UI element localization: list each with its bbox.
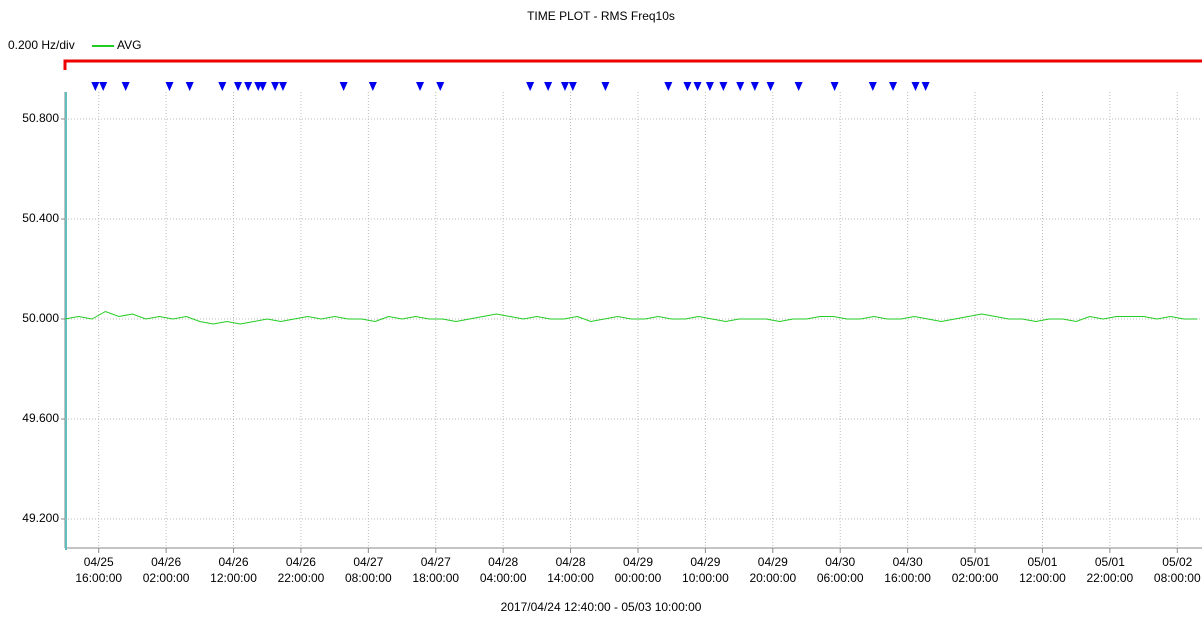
x-tick-label: 04/27 bbox=[353, 555, 383, 569]
event-marker bbox=[278, 82, 287, 91]
y-tick-label: 50.400 bbox=[22, 211, 59, 225]
event-marker bbox=[416, 82, 425, 91]
x-tick-label: 08:00:00 bbox=[345, 571, 392, 585]
event-marker bbox=[218, 82, 227, 91]
event-marker bbox=[921, 82, 930, 91]
x-tick-label: 02:00:00 bbox=[952, 571, 999, 585]
event-marker bbox=[601, 82, 610, 91]
x-tick-label: 05/01 bbox=[1027, 555, 1057, 569]
event-marker bbox=[244, 82, 253, 91]
x-tick-label: 12:00:00 bbox=[1019, 571, 1066, 585]
x-tick-label: 02:00:00 bbox=[143, 571, 190, 585]
event-marker bbox=[568, 82, 577, 91]
x-tick-label: 04/28 bbox=[556, 555, 586, 569]
event-marker bbox=[830, 82, 839, 91]
y-tick-label: 49.200 bbox=[22, 511, 59, 525]
event-marker bbox=[736, 82, 745, 91]
event-marker bbox=[683, 82, 692, 91]
event-marker bbox=[868, 82, 877, 91]
x-tick-label: 12:00:00 bbox=[210, 571, 257, 585]
x-tick-label: 10:00:00 bbox=[682, 571, 729, 585]
event-marker bbox=[185, 82, 194, 91]
event-marker bbox=[121, 82, 130, 91]
event-marker bbox=[664, 82, 673, 91]
event-marker bbox=[165, 82, 174, 91]
event-marker bbox=[911, 82, 920, 91]
x-tick-label: 22:00:00 bbox=[1087, 571, 1134, 585]
y-tick-label: 50.800 bbox=[22, 111, 59, 125]
x-tick-label: 14:00:00 bbox=[547, 571, 594, 585]
x-tick-label: 04/29 bbox=[758, 555, 788, 569]
x-tick-label: 00:00:00 bbox=[615, 571, 662, 585]
scale-label: 0.200 Hz/div bbox=[8, 38, 75, 52]
x-tick-label: 05/01 bbox=[960, 555, 990, 569]
event-marker bbox=[560, 82, 569, 91]
event-marker bbox=[750, 82, 759, 91]
x-tick-label: 04/27 bbox=[421, 555, 451, 569]
x-tick-label: 04:00:00 bbox=[480, 571, 527, 585]
event-marker bbox=[889, 82, 898, 91]
event-marker bbox=[526, 82, 535, 91]
event-marker bbox=[719, 82, 728, 91]
event-marker bbox=[339, 82, 348, 91]
event-marker bbox=[258, 82, 267, 91]
event-marker bbox=[91, 82, 100, 91]
x-tick-label: 04/26 bbox=[151, 555, 181, 569]
event-marker bbox=[99, 82, 108, 91]
event-marker bbox=[234, 82, 243, 91]
x-tick-label: 04/28 bbox=[488, 555, 518, 569]
x-tick-label: 04/30 bbox=[893, 555, 923, 569]
event-marker bbox=[436, 82, 445, 91]
event-marker bbox=[705, 82, 714, 91]
x-tick-label: 16:00:00 bbox=[75, 571, 122, 585]
x-tick-label: 22:00:00 bbox=[278, 571, 325, 585]
x-tick-label: 05/01 bbox=[1095, 555, 1125, 569]
x-tick-label: 20:00:00 bbox=[749, 571, 796, 585]
x-tick-label: 04/29 bbox=[690, 555, 720, 569]
event-marker bbox=[271, 82, 280, 91]
x-tick-label: 05/02 bbox=[1162, 555, 1192, 569]
x-tick-label: 08:00:00 bbox=[1154, 571, 1201, 585]
event-marker bbox=[766, 82, 775, 91]
x-tick-label: 06:00:00 bbox=[817, 571, 864, 585]
range-bar bbox=[63, 59, 1202, 70]
chart-title: TIME PLOT - RMS Freq10s bbox=[527, 9, 675, 23]
x-tick-label: 04/26 bbox=[286, 555, 316, 569]
event-marker bbox=[544, 82, 553, 91]
x-tick-label: 04/26 bbox=[219, 555, 249, 569]
y-tick-label: 49.600 bbox=[22, 411, 59, 425]
x-axis-label: 2017/04/24 12:40:00 - 05/03 10:00:00 bbox=[501, 600, 702, 614]
event-marker bbox=[794, 82, 803, 91]
y-tick-label: 50.000 bbox=[22, 311, 59, 325]
x-tick-label: 04/30 bbox=[825, 555, 855, 569]
x-tick-label: 18:00:00 bbox=[412, 571, 459, 585]
x-tick-label: 04/25 bbox=[84, 555, 114, 569]
event-marker bbox=[368, 82, 377, 91]
event-marker bbox=[693, 82, 702, 91]
legend-label: AVG bbox=[117, 38, 141, 52]
x-tick-label: 16:00:00 bbox=[884, 571, 931, 585]
series-line bbox=[64, 310, 1198, 325]
x-tick-label: 04/29 bbox=[623, 555, 653, 569]
